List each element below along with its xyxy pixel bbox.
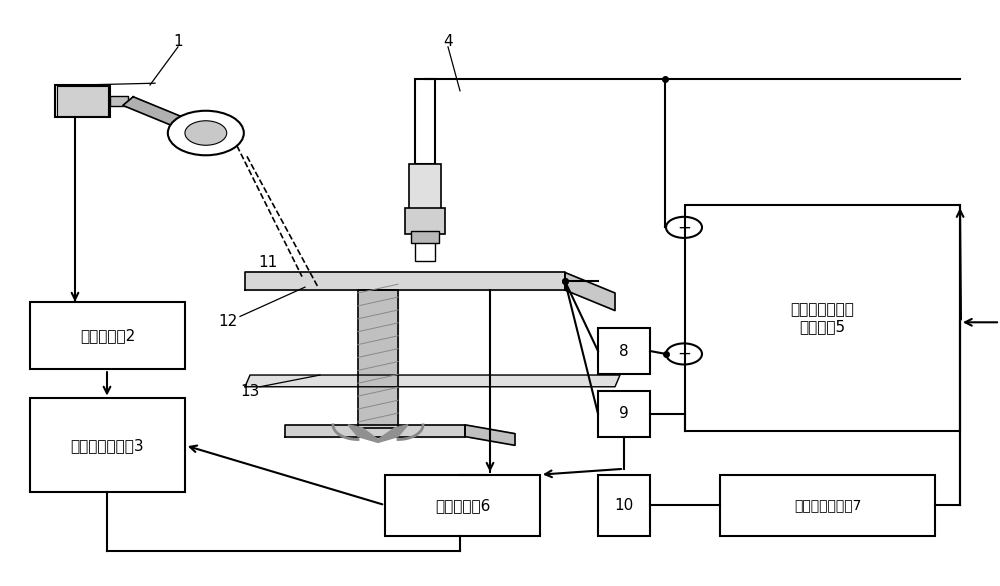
FancyBboxPatch shape [598,391,650,437]
Text: 8: 8 [619,343,629,359]
FancyBboxPatch shape [405,208,445,234]
Circle shape [168,111,244,155]
Text: 12: 12 [218,314,238,329]
FancyBboxPatch shape [30,398,185,492]
FancyBboxPatch shape [385,475,540,536]
FancyBboxPatch shape [598,475,650,536]
Text: 1: 1 [173,33,183,49]
Text: 10: 10 [614,498,634,513]
Polygon shape [123,97,207,135]
Polygon shape [565,272,615,311]
Text: 9: 9 [619,406,629,421]
Text: 数据采集卡6: 数据采集卡6 [435,498,490,513]
FancyBboxPatch shape [30,302,185,369]
Text: 工业控制计算机3: 工业控制计算机3 [71,438,144,453]
Text: 11: 11 [258,255,278,270]
FancyBboxPatch shape [411,231,439,243]
Text: 图像采集卡2: 图像采集卡2 [80,328,135,343]
FancyBboxPatch shape [720,475,935,536]
Text: 4: 4 [443,33,453,49]
FancyBboxPatch shape [415,233,435,261]
Polygon shape [245,375,620,387]
FancyBboxPatch shape [57,86,108,116]
Polygon shape [358,290,398,428]
Text: 13: 13 [240,384,260,399]
Polygon shape [285,425,465,437]
FancyBboxPatch shape [55,85,110,117]
FancyBboxPatch shape [685,205,960,431]
Polygon shape [245,272,565,290]
Text: 脉冲微束等离子
焊接电源5: 脉冲微束等离子 焊接电源5 [791,302,854,334]
FancyBboxPatch shape [409,164,441,211]
Circle shape [185,121,227,145]
Polygon shape [465,425,515,445]
Text: −: − [677,219,691,236]
FancyBboxPatch shape [110,96,128,105]
FancyBboxPatch shape [598,328,650,374]
FancyBboxPatch shape [415,79,435,164]
Text: +: + [677,345,691,363]
Polygon shape [348,425,408,442]
Text: 精密焊接工作台7: 精密焊接工作台7 [794,499,861,512]
